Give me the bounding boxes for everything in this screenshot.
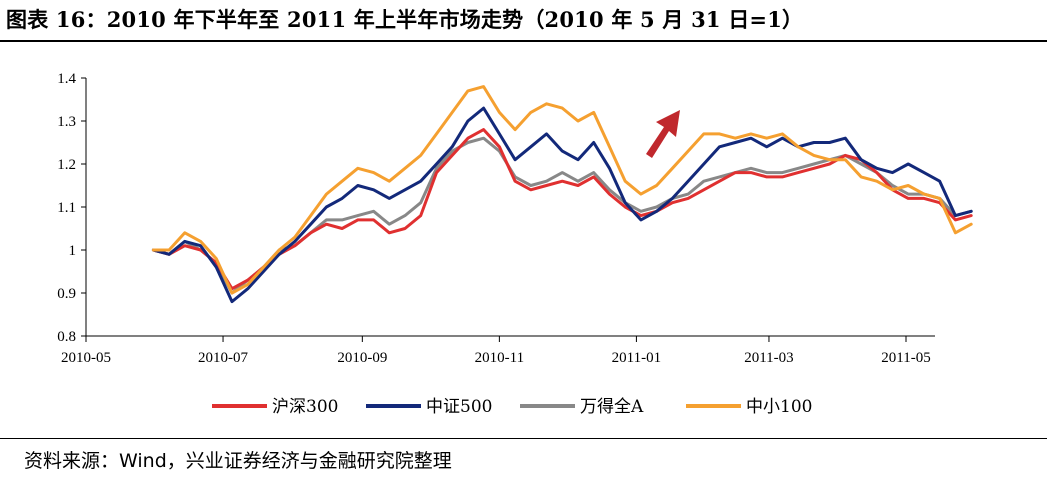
x-tick-label: 2010-09: [337, 350, 387, 366]
series-line-4: [151, 85, 973, 295]
x-tick-label: 2011-01: [612, 350, 661, 366]
legend-label: 中小100: [746, 397, 812, 417]
x-tick-label: 2010-05: [61, 350, 111, 366]
source-divider: [0, 438, 1047, 439]
source-note: 资料来源：Wind，兴业证券经济与金融研究院整理: [24, 450, 452, 472]
legend-label: 中证500: [426, 397, 492, 417]
series-line-1: [151, 128, 973, 291]
legend-label: 万得全A: [580, 397, 644, 417]
chart-title: 图表 16：2010 年下半年至 2011 年上半年市场走势（2010 年 5 …: [6, 7, 804, 32]
x-tick-label: 2010-11: [475, 350, 524, 366]
y-tick-label: 0.8: [57, 329, 76, 345]
y-tick-label: 1.2: [57, 157, 76, 173]
series-line-2: [151, 106, 973, 304]
y-tick-label: 1.4: [57, 71, 76, 87]
trend-arrow-icon: [646, 110, 680, 158]
x-tick-label: 2011-03: [744, 350, 793, 366]
y-tick-label: 0.9: [57, 286, 76, 302]
chart-axes: 0.8 0.9 1 1.1 1.2 1.3 1.4 2010-05 2010-07 2010-09…: [57, 71, 935, 366]
x-tick-label: 2011-05: [881, 350, 930, 366]
y-tick-label: 1: [69, 243, 77, 259]
y-tick-label: 1.1: [57, 200, 76, 216]
chart-series-lines: [151, 85, 973, 304]
legend-label: 沪深300: [272, 397, 338, 417]
title-underline: [0, 40, 1047, 42]
x-tick-label: 2010-07: [198, 350, 248, 366]
y-tick-label: 1.3: [57, 114, 76, 130]
chart-legend: 沪深300 中证500 万得全A 中小100: [212, 397, 812, 417]
line-chart: 0.8 0.9 1 1.1 1.2 1.3 1.4 2010-05 2010-07 2010-09…: [57, 71, 973, 417]
